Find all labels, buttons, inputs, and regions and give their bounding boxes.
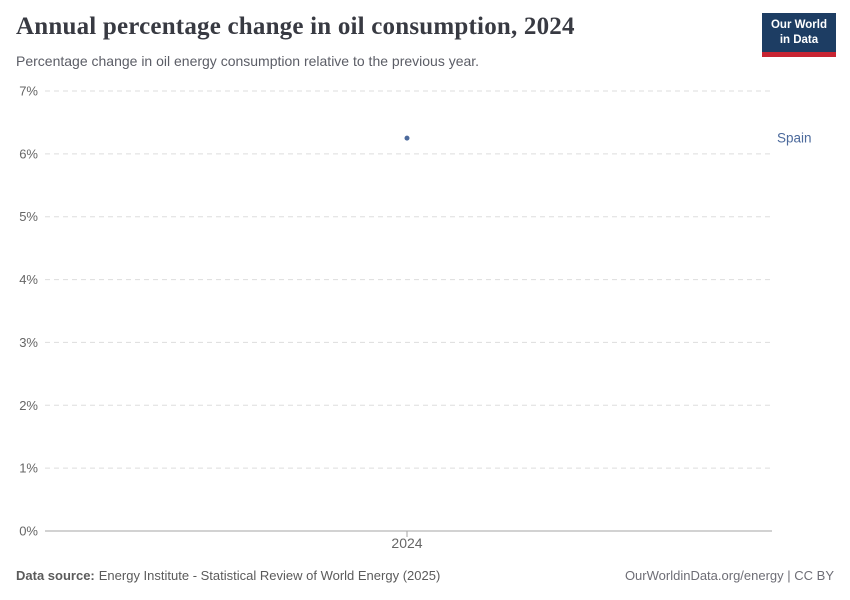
chart-title: Annual percentage change in oil consumpt… (16, 13, 575, 40)
y-axis-tick-label: 0% (19, 524, 38, 539)
chart-footer: Data source: Energy Institute - Statistic… (16, 568, 834, 583)
y-axis-tick-label: 6% (19, 146, 38, 161)
data-point-spain[interactable] (404, 135, 410, 141)
data-source-label: Data source: (16, 568, 95, 583)
y-axis-tick-label: 5% (19, 209, 38, 224)
y-axis-tick-label: 2% (19, 398, 38, 413)
owid-logo[interactable]: Our World in Data (761, 13, 836, 57)
y-axis-tick-label: 4% (19, 272, 38, 287)
owid-logo-line2: in Data (779, 33, 819, 46)
entity-label-spain[interactable]: Spain (777, 131, 812, 146)
y-axis-tick-label: 3% (19, 335, 38, 350)
owid-logo-line1: Our World (770, 19, 827, 31)
data-source-line[interactable]: Data source: Energy Institute - Statistic… (16, 568, 440, 583)
data-source-text: Energy Institute - Statistical Review of… (98, 568, 441, 583)
chart-subtitle: Percentage change in oil energy consumpt… (16, 53, 480, 69)
x-axis-tick-label: 2024 (391, 535, 422, 551)
y-axis-tick-label: 7% (19, 84, 38, 99)
license-link[interactable]: OurWorldinData.org/energy | CC BY (624, 568, 834, 583)
y-axis-tick-label: 1% (19, 461, 38, 476)
chart-plot-area: 0% 1% 2% 3% 4% 5% 6% 7% 2024 Spain (19, 84, 812, 552)
